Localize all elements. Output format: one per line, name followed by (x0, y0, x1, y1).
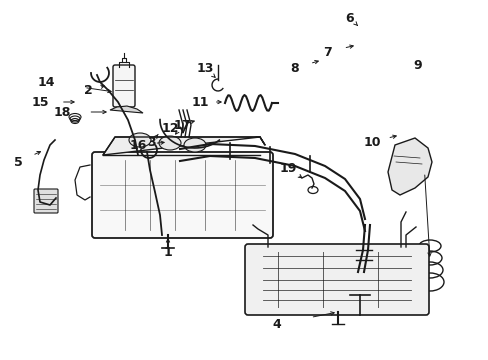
Text: 10: 10 (363, 135, 380, 149)
Text: 4: 4 (272, 318, 281, 330)
Text: 14: 14 (37, 76, 55, 89)
Text: 17: 17 (173, 118, 190, 131)
Ellipse shape (159, 136, 181, 150)
Ellipse shape (129, 133, 151, 147)
Text: 16: 16 (129, 139, 146, 152)
Text: 2: 2 (83, 84, 92, 96)
Text: 3: 3 (147, 135, 156, 149)
Polygon shape (387, 138, 431, 195)
Text: 5: 5 (14, 156, 22, 168)
FancyBboxPatch shape (113, 65, 135, 107)
Text: 15: 15 (31, 95, 49, 108)
Ellipse shape (183, 138, 205, 152)
Text: 8: 8 (290, 62, 299, 75)
FancyBboxPatch shape (92, 152, 272, 238)
Text: 6: 6 (345, 12, 354, 24)
FancyBboxPatch shape (34, 189, 58, 213)
Polygon shape (103, 137, 264, 155)
Text: 13: 13 (196, 62, 213, 75)
Text: 7: 7 (322, 45, 331, 59)
Text: 18: 18 (53, 105, 71, 118)
Text: 11: 11 (191, 95, 208, 108)
Text: 9: 9 (413, 59, 422, 72)
FancyBboxPatch shape (244, 244, 428, 315)
Bar (321, 263, 337, 285)
Text: 19: 19 (279, 162, 296, 175)
Polygon shape (110, 106, 142, 113)
Text: 12: 12 (161, 122, 179, 135)
Text: 1: 1 (163, 246, 172, 258)
